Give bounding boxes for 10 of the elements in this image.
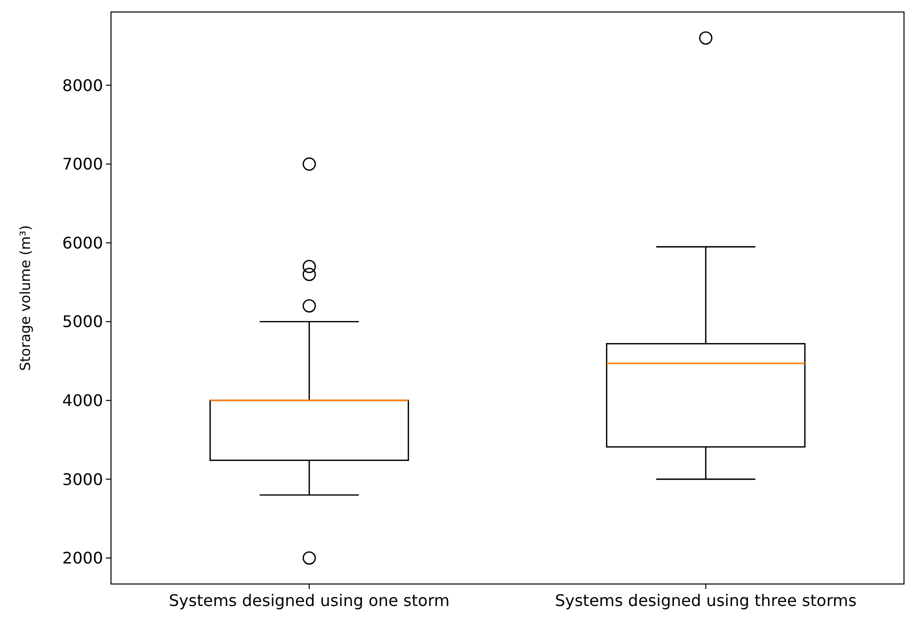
- x-tick-label: Systems designed using one storm: [168, 591, 450, 610]
- x-tick-label: Systems designed using three storms: [554, 591, 857, 610]
- y-tick-label: 6000: [62, 233, 103, 252]
- y-tick-label: 4000: [62, 391, 103, 410]
- y-tick-label: 3000: [62, 470, 103, 489]
- y-axis-title: Storage volume (m³): [18, 225, 34, 371]
- y-tick-label: 5000: [62, 312, 103, 332]
- y-tick-label: 2000: [62, 548, 103, 568]
- y-tick-label: 7000: [62, 154, 103, 174]
- y-tick-label: 8000: [62, 76, 103, 95]
